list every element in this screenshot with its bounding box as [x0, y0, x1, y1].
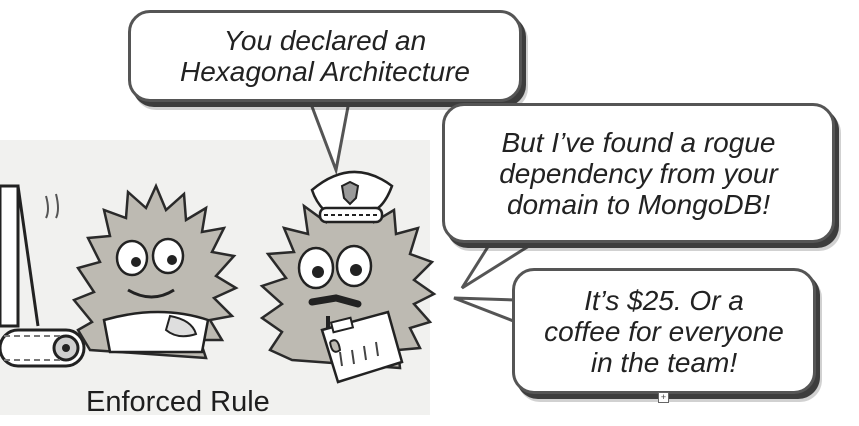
speech-bubble-second-line-1: But I’ve found a rogue — [501, 126, 776, 158]
machine-icon — [0, 184, 59, 328]
badge-icon — [340, 180, 360, 206]
expand-handle-icon[interactable]: + — [658, 392, 669, 403]
speech-bubble-second: But I’ve found a rogue dependency from y… — [442, 103, 835, 243]
speech-bubble-third-line-1: It’s $25. Or a — [584, 284, 744, 316]
speech-bubble-third-line-3: in the team! — [590, 346, 738, 378]
hedgehog-character-left — [71, 182, 239, 360]
speech-bubble-second-line-3: domain to MongoDB! — [506, 188, 771, 220]
conveyor-belt-icon — [0, 328, 86, 368]
speech-bubble-third-line-2: coffee for everyone — [544, 315, 784, 347]
comic-caption: Enforced Rule — [86, 386, 270, 418]
speech-bubble-first-line-2: Hexagonal Architecture — [179, 56, 470, 87]
speech-bubble-first-line-1: You declared an — [223, 25, 427, 56]
speech-bubble-third: It’s $25. Or a coffee for everyone in th… — [512, 268, 816, 394]
speech-tail-first — [305, 94, 352, 176]
speech-bubble-second-line-2: dependency from your — [499, 157, 778, 189]
speech-bubble-first: You declared an Hexagonal Architecture — [128, 10, 522, 102]
speech-tail-third — [453, 296, 518, 325]
clipboard-icon — [320, 310, 404, 384]
